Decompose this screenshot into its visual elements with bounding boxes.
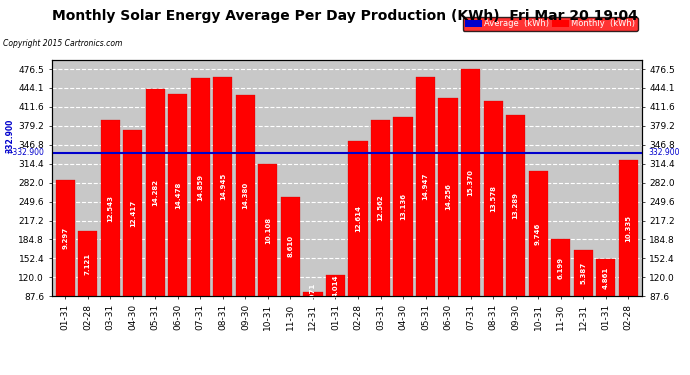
Text: 13.578: 13.578 [490,185,496,212]
Bar [529,171,548,296]
Bar [326,275,345,296]
Text: 3.071: 3.071 [310,283,316,305]
Bar [78,231,97,296]
Bar [213,77,233,296]
Bar [101,120,120,296]
Text: 10.108: 10.108 [265,217,271,244]
Bar [438,98,457,296]
Text: 10.335: 10.335 [625,215,631,242]
Bar [124,130,142,296]
Bar [371,120,390,296]
Bar [236,95,255,296]
Text: 14.947: 14.947 [422,173,428,200]
Bar [619,160,638,296]
Bar [461,69,480,296]
Bar [304,292,322,296]
Bar [416,77,435,296]
Text: 13.289: 13.289 [513,192,519,219]
Legend: Average  (kWh), Monthly  (kWh): Average (kWh), Monthly (kWh) [463,17,638,31]
Text: 7.121: 7.121 [85,252,91,274]
Bar [258,164,277,296]
Text: 8.610: 8.610 [288,236,293,258]
Text: 9.746: 9.746 [535,222,541,245]
Text: 332.900: 332.900 [649,148,680,158]
Bar [596,260,615,296]
Text: 5.387: 5.387 [580,262,586,284]
Text: 14.859: 14.859 [197,174,204,201]
Text: Monthly Solar Energy Average Per Day Production (KWh)  Fri Mar 20 19:04: Monthly Solar Energy Average Per Day Pro… [52,9,638,23]
Text: ←332.900: ←332.900 [7,148,45,158]
Bar [348,141,368,296]
Text: 6.199: 6.199 [558,256,564,279]
Text: 12.543: 12.543 [107,195,113,222]
Text: Copyright 2015 Cartronics.com: Copyright 2015 Cartronics.com [3,39,123,48]
Bar [551,239,570,296]
Text: 14.282: 14.282 [152,179,158,206]
Text: 14.256: 14.256 [445,183,451,210]
Bar [191,78,210,296]
Text: 14.380: 14.380 [242,182,248,210]
Bar [146,89,165,296]
Bar [484,102,502,296]
Text: 332.900: 332.900 [6,118,15,153]
Text: 14.478: 14.478 [175,181,181,209]
Text: 13.136: 13.136 [400,193,406,220]
Text: 14.945: 14.945 [220,173,226,200]
Text: 4.861: 4.861 [602,267,609,289]
Bar [573,250,593,296]
Text: 12.562: 12.562 [377,195,384,221]
Text: 4.014: 4.014 [333,274,339,297]
Text: 12.614: 12.614 [355,205,361,232]
Bar [281,196,300,296]
Text: 12.417: 12.417 [130,200,136,226]
Text: 15.370: 15.370 [468,169,473,196]
Bar [56,180,75,296]
Bar [506,114,525,296]
Text: 9.297: 9.297 [62,227,68,249]
Bar [393,117,413,296]
Bar [168,94,188,296]
